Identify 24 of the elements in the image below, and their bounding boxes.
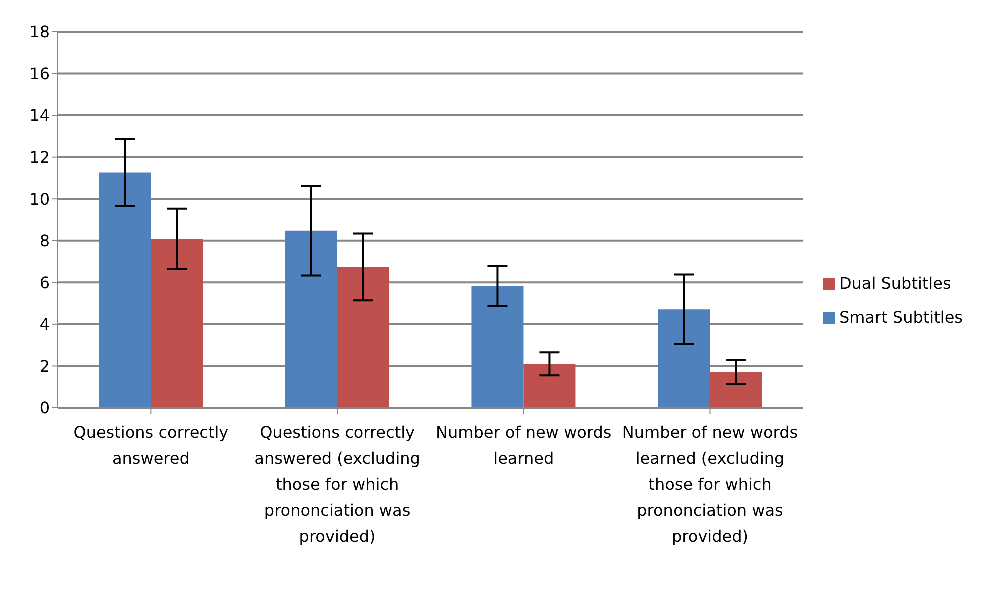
y-tick-label: 4 [40,315,50,334]
y-tick-label: 8 [40,232,50,251]
bar [285,230,338,408]
legend-label: Smart Subtitles [839,308,963,326]
bar [472,286,524,408]
bar [710,372,762,408]
bar [658,310,710,408]
y-tick-label: 0 [40,398,50,418]
y-tick-label: 2 [40,356,50,376]
x-tick-label: Questions correctly answered (excluding those for which prononciation was provided) [254,423,420,546]
bar [524,364,576,408]
x-tick-label: Number of new words learned [436,423,612,468]
y-tick-label: 14 [30,106,50,126]
legend-label: Dual Subtitles [839,274,952,292]
y-tick-label: 10 [30,190,50,209]
y-tick-label: 16 [30,64,50,84]
bar [99,172,151,408]
bar [337,267,390,408]
y-tick-label: 6 [40,273,50,292]
y-tick-label: 18 [30,22,50,42]
y-tick-label: 12 [30,148,50,168]
x-tick-label: Questions correctly answered [74,423,229,468]
x-tick-label: Number of new words learned (excluding those for which prononciation was provided) [622,423,798,546]
bar [151,239,203,408]
